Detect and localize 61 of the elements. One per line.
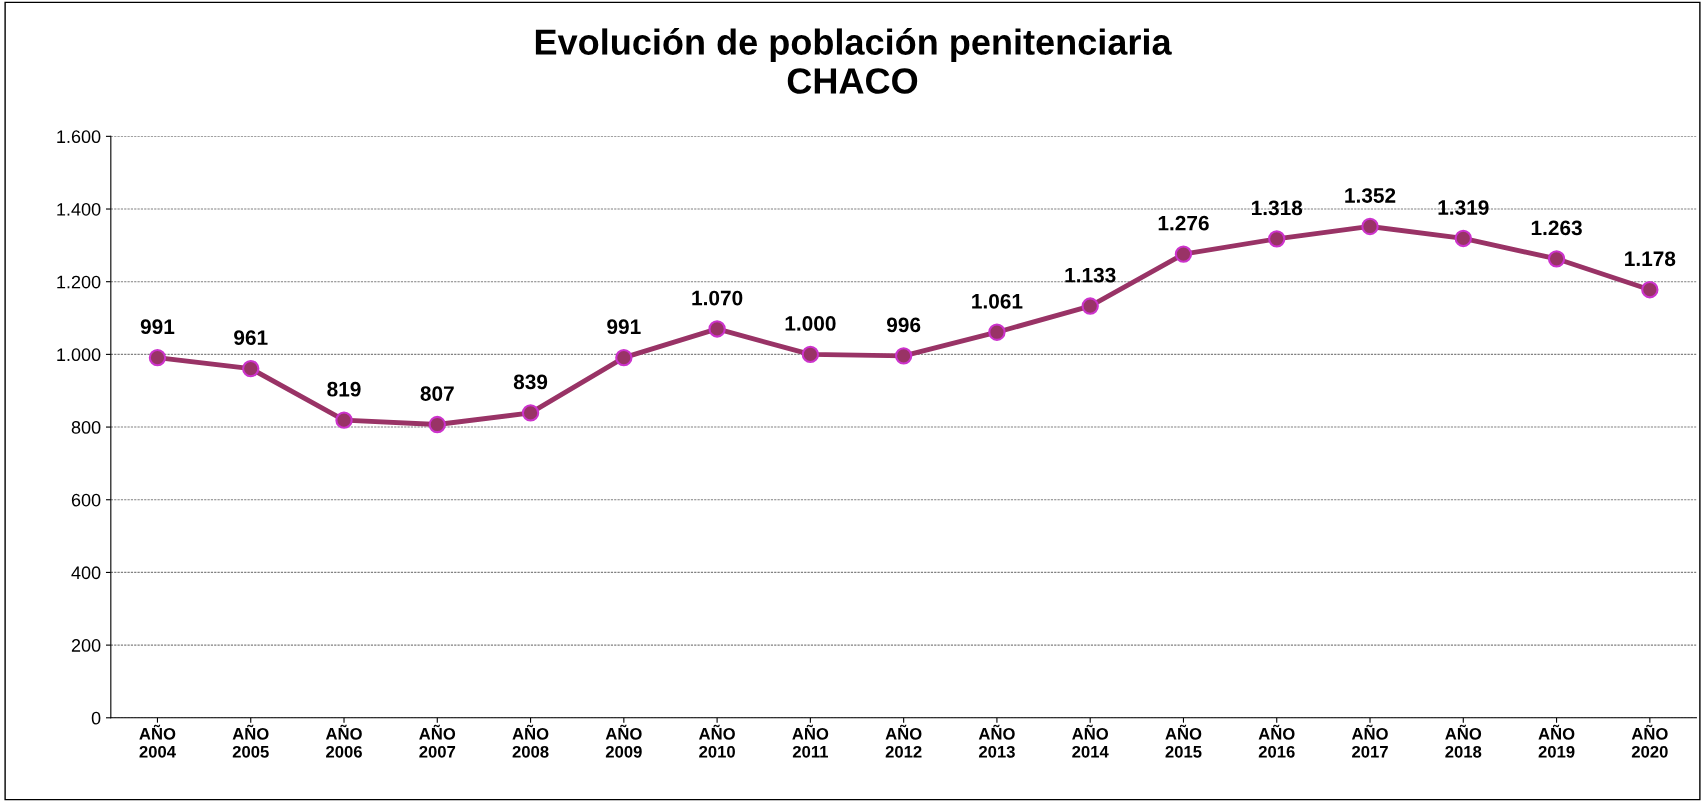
point <box>615 348 633 367</box>
y-tick-label: 1.000 <box>57 348 101 362</box>
x-tick-label: AÑO 2010 <box>699 724 735 758</box>
point <box>1547 250 1566 268</box>
y-tick-label: 400 <box>71 566 101 580</box>
x-tick-label: AÑO 2015 <box>1165 724 1202 758</box>
x-tick-label: AÑO 2017 <box>1351 724 1388 758</box>
data-label: 1.133 <box>1065 267 1116 283</box>
y-tick-label: 1.400 <box>57 202 101 216</box>
point <box>1361 217 1379 236</box>
x-tick-label: AÑO 2004 <box>139 724 176 758</box>
point <box>1641 281 1659 299</box>
point <box>148 348 167 367</box>
data-label: 1.070 <box>692 290 743 306</box>
data-label: 991 <box>607 319 641 335</box>
y-tick-label: 1.600 <box>57 130 101 144</box>
data-label: 807 <box>420 386 454 401</box>
y-tick-label: 800 <box>71 421 101 434</box>
point <box>1174 245 1193 263</box>
x-tick-label: AÑO 2020 <box>1631 724 1668 758</box>
x-tick-label: AÑO 2014 <box>1072 724 1109 758</box>
data-label: 996 <box>886 317 921 333</box>
point <box>335 411 353 429</box>
data-label: 1.061 <box>972 293 1023 309</box>
point <box>988 323 1006 341</box>
y-tick-label: 1.200 <box>57 275 101 289</box>
y-tick-label: 600 <box>71 493 101 507</box>
data-label: 819 <box>327 381 361 397</box>
data-label: 839 <box>513 374 548 390</box>
data-label: 1.000 <box>785 316 836 331</box>
point <box>801 345 820 364</box>
x-tick-label: AÑO 2008 <box>512 724 549 758</box>
x-tick-label: AÑO 2016 <box>1258 724 1295 758</box>
point <box>428 415 446 434</box>
data-label: 1.178 <box>1625 251 1676 267</box>
x-tick-label: AÑO 2018 <box>1445 724 1482 758</box>
x-tick-label: AÑO 2005 <box>232 724 269 758</box>
point <box>1454 229 1472 248</box>
point <box>242 359 260 378</box>
x-tick-label: AÑO 2019 <box>1538 724 1575 758</box>
data-label: 991 <box>140 319 175 335</box>
x-tick-label: AÑO 2011 <box>792 724 829 758</box>
x-tick-label: AÑO 2013 <box>978 724 1015 758</box>
data-label: 961 <box>234 330 268 345</box>
data-label: 1.352 <box>1345 188 1396 203</box>
data-label: 1.276 <box>1158 215 1209 231</box>
point <box>1081 297 1099 315</box>
point <box>521 404 540 422</box>
data-label: 1.319 <box>1438 200 1489 215</box>
chart-title: Evolución de población penitenciaria CHACO <box>535 28 1172 94</box>
x-tick-label: AÑO 2009 <box>605 724 642 758</box>
x-tick-label: AÑO 2012 <box>885 724 922 758</box>
x-tick-label: AÑO 2006 <box>325 724 362 758</box>
point <box>708 320 726 338</box>
data-label: 1.318 <box>1251 200 1303 216</box>
y-tick-label: 200 <box>71 639 101 652</box>
point <box>1268 230 1286 248</box>
y-tick-label: 0 <box>91 711 101 725</box>
x-tick-label: AÑO 2007 <box>419 724 456 758</box>
data-label: 1.263 <box>1531 220 1582 236</box>
point <box>894 347 913 365</box>
